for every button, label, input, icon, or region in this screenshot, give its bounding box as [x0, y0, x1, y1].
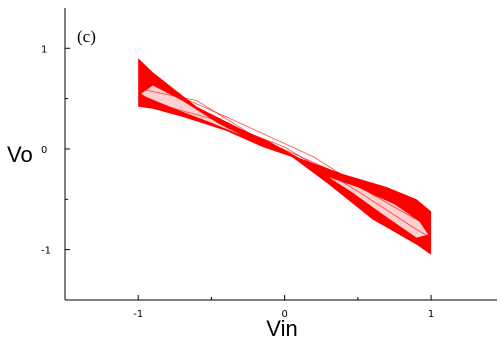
loop-opening-left — [141, 85, 241, 135]
plot-area — [138, 58, 432, 255]
axes: 1 0 -1 -1 0 1 — [41, 8, 497, 320]
y-axis-label: Vo — [7, 142, 33, 167]
loop-opening-right — [328, 177, 429, 238]
y-tick-label: -1 — [41, 246, 51, 257]
x-axis-label: Vin — [266, 316, 297, 341]
hysteresis-band — [138, 58, 432, 255]
y-tick-label: 0 — [41, 145, 47, 156]
trace-line — [138, 78, 432, 220]
y-tick-label: 1 — [41, 44, 47, 55]
trace-line — [138, 98, 432, 238]
x-tick-label: -1 — [133, 309, 143, 320]
panel-label: (c) — [77, 27, 96, 46]
x-tick-label: 1 — [428, 309, 434, 320]
trace-line — [138, 88, 432, 228]
x-tick-label: 0 — [281, 309, 287, 320]
